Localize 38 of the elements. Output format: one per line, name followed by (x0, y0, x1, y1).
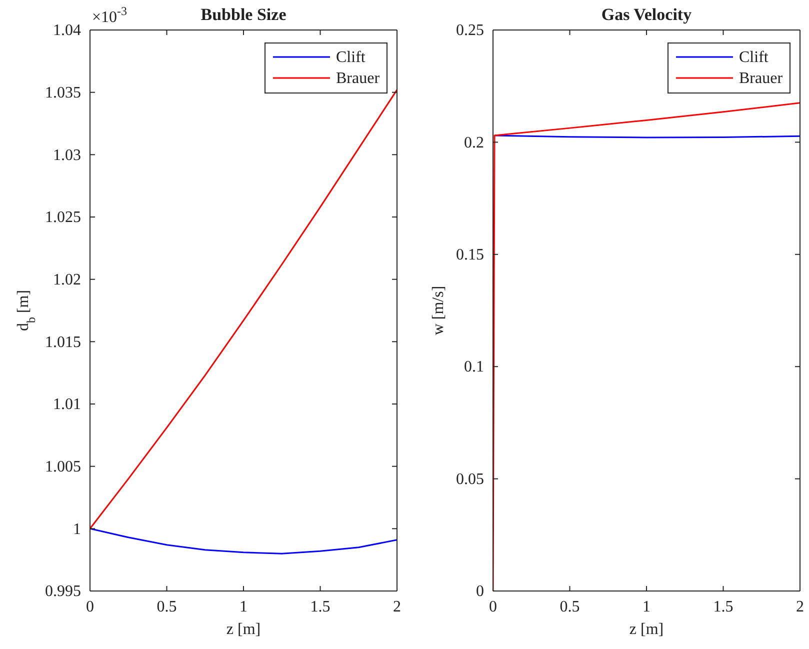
legend-label: Brauer (336, 70, 380, 87)
y-tick-label: 1.025 (45, 209, 81, 226)
y-tick-label: 1.03 (53, 146, 81, 164)
y-tick-label: 1.02 (53, 271, 81, 288)
y-axis-title: w [m/s] (430, 286, 447, 336)
legend-label: Brauer (739, 70, 784, 87)
y-tick-label: 0.1 (464, 358, 484, 376)
x-tick-label: 1 (240, 598, 248, 616)
y-tick-label: 0.995 (45, 583, 81, 600)
x-tick-label: 1.5 (310, 598, 330, 616)
text: ×10$^{-3}$ (92, 4, 128, 26)
x-tick-label: 0.5 (560, 598, 580, 616)
y-tick-label: 0.15 (456, 246, 484, 264)
legend-label: Clift (336, 49, 366, 66)
y-tick-label: 1 (73, 520, 81, 538)
line-series (90, 528, 397, 554)
x-tick-label: 2 (393, 598, 401, 616)
y-tick-label: 0.25 (456, 22, 484, 40)
x-tick-label: 0 (86, 598, 94, 616)
legend-label: Clift (739, 49, 769, 66)
y-tick-label: 1.04 (53, 22, 81, 40)
chart-title: Gas Velocity (601, 5, 692, 24)
x-tick-label: 1.5 (713, 598, 734, 616)
y-tick-label: 1.01 (53, 396, 81, 414)
y-tick-label: 1.035 (45, 84, 81, 102)
x-tick-label: 0.5 (156, 598, 177, 616)
y-tick-label: 0.2 (464, 134, 484, 152)
x-tick-label: 1 (642, 598, 650, 616)
x-tick-label: 2 (796, 598, 804, 616)
chart-title: Bubble Size (200, 5, 287, 24)
line-series (90, 89, 397, 530)
y-tick-label: 0 (476, 583, 484, 600)
y-tick-label: 0.05 (456, 470, 484, 488)
x-tick-label: 0 (489, 598, 497, 616)
x-axis-title: z [m] (226, 621, 261, 638)
y-tick-label: 1.005 (45, 458, 81, 476)
y-tick-label: 1.015 (45, 334, 81, 351)
x-axis-title: z [m] (629, 621, 664, 638)
